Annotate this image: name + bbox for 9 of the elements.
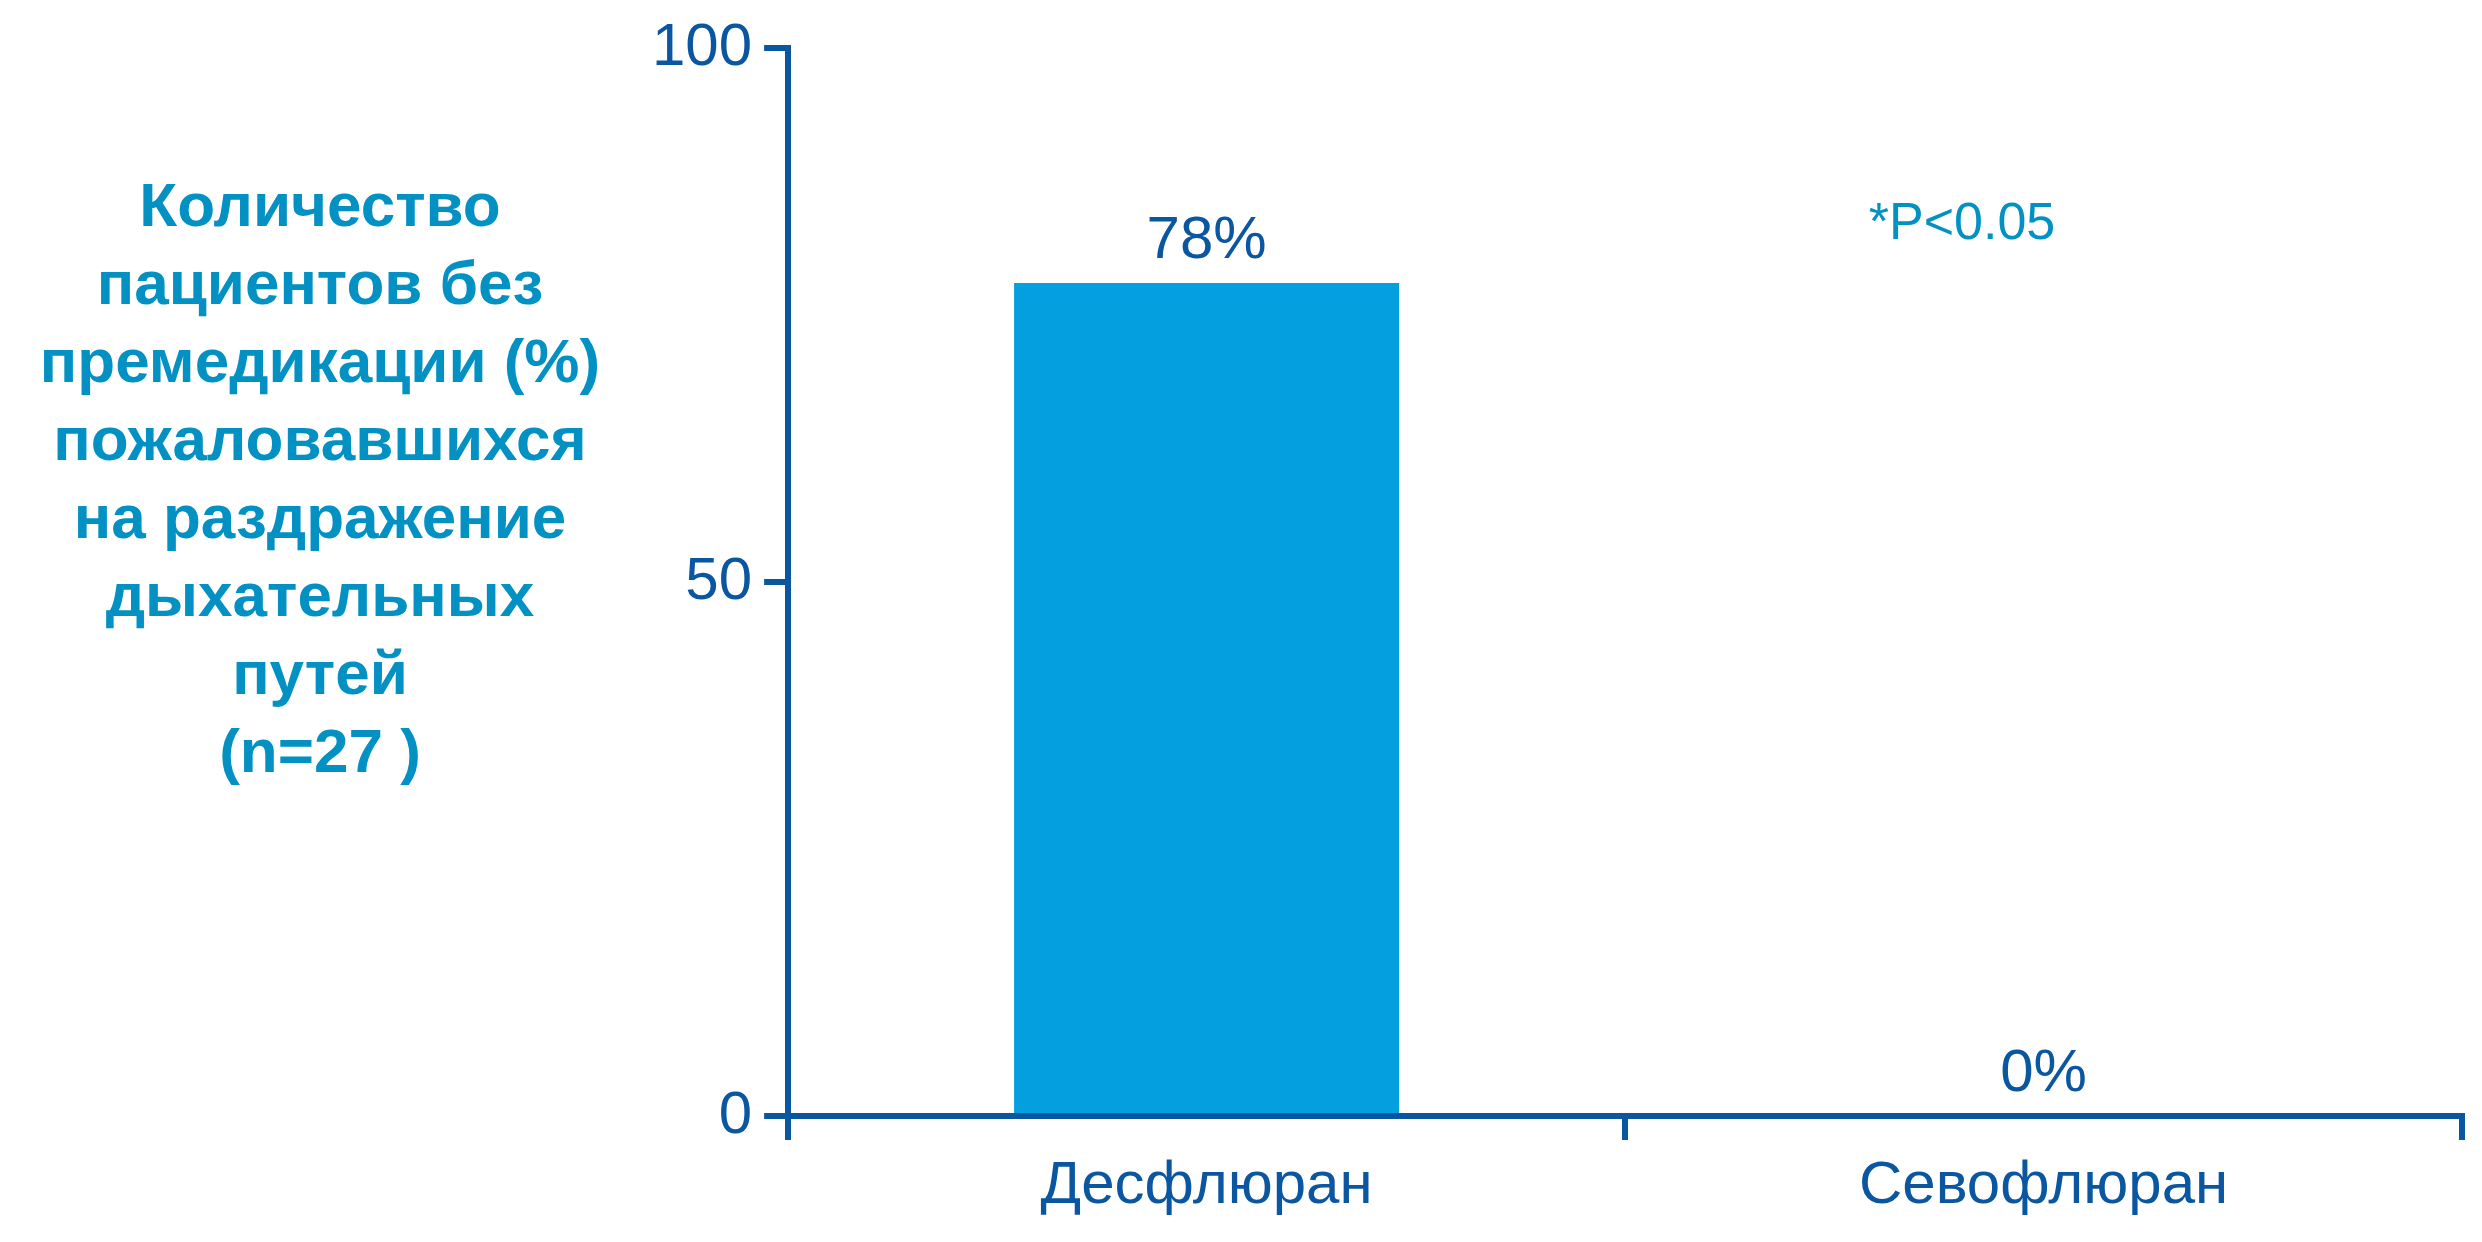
x-tick-label: Десфлюран <box>1040 1148 1373 1216</box>
y-tick-label: 100 <box>652 10 753 78</box>
y-axis-title: Количество пациентов без премедикации (%) пожаловавшихся на раздражение дыхательных путей (n=27 ) <box>39 170 601 786</box>
data-label: 78% <box>1146 203 1267 271</box>
data-label: 0% <box>2000 1036 2087 1104</box>
y-tick-label: 50 <box>685 544 753 612</box>
y-tick-label: 0 <box>718 1078 753 1146</box>
x-tick-label: Севофлюран <box>1858 1148 2229 1216</box>
annotation: *P<0.05 <box>1868 192 2056 251</box>
